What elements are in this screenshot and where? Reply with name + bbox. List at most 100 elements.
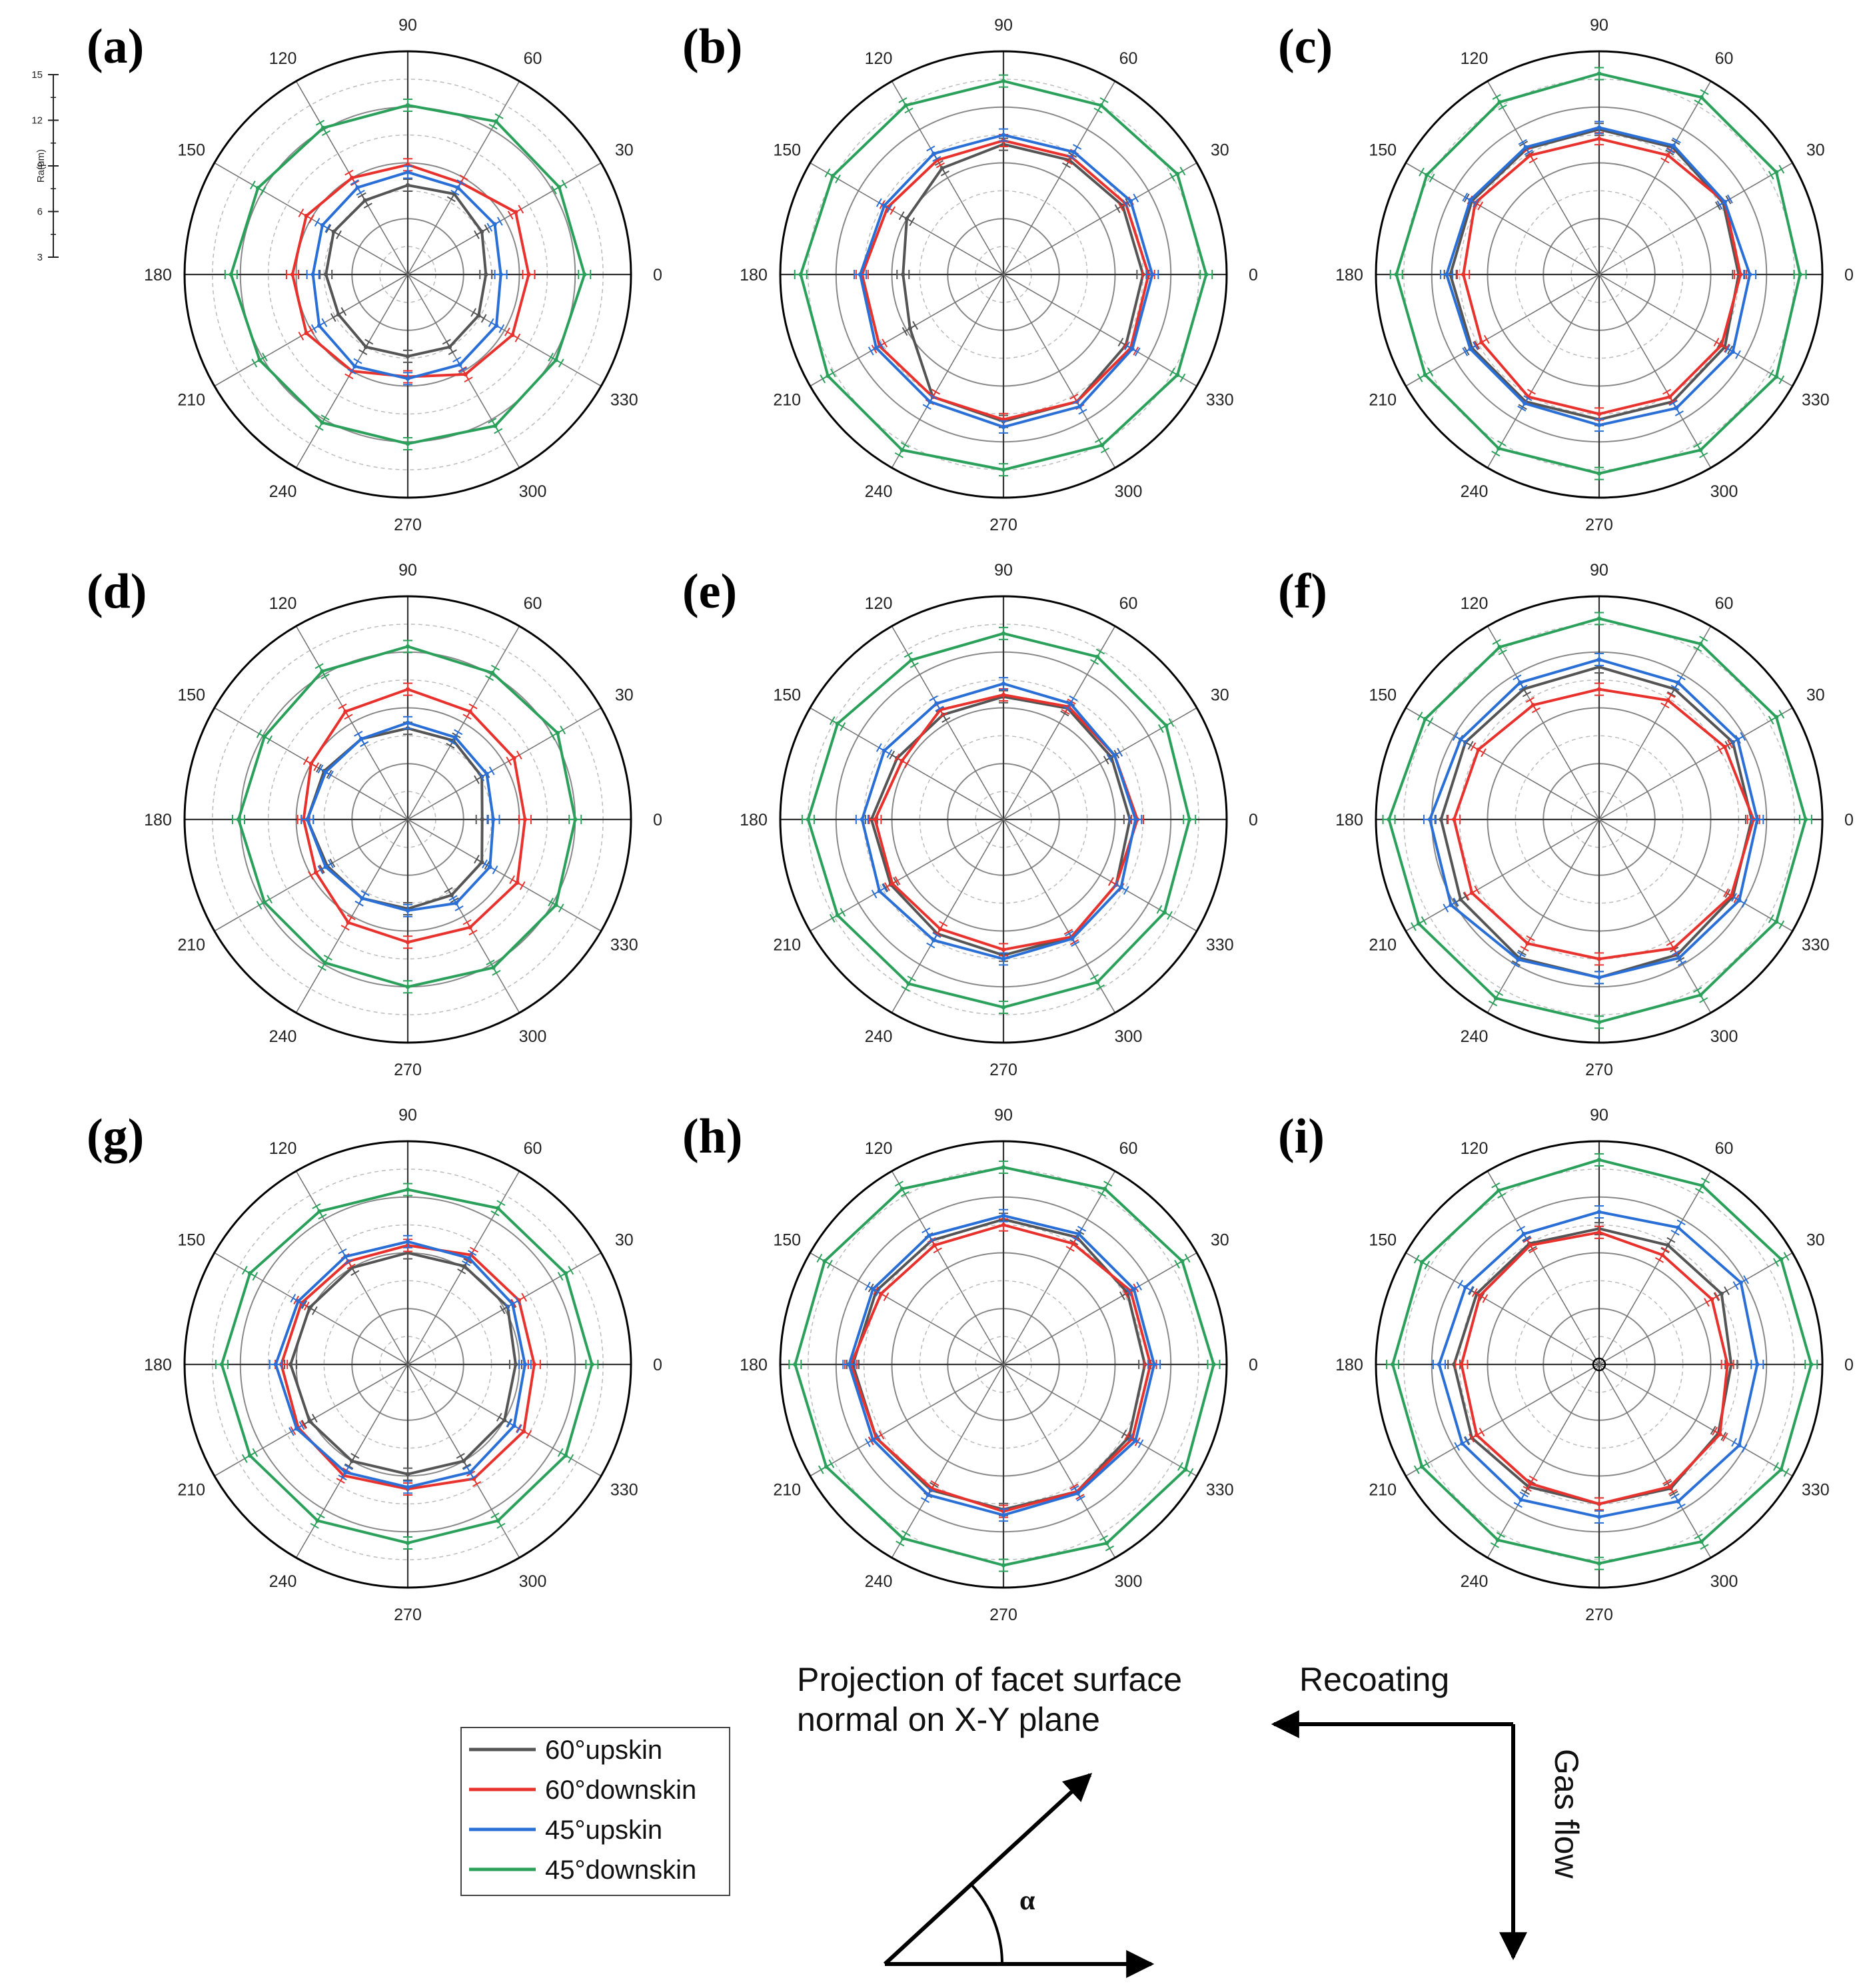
panel-label: (a) [87, 19, 144, 74]
angle-tick-label: 120 [269, 1139, 297, 1158]
angle-tick-label: 90 [1590, 561, 1608, 580]
data-point [1667, 1484, 1672, 1489]
data-point [858, 272, 863, 277]
angle-tick-label: 180 [144, 266, 172, 284]
angular-spoke [1003, 274, 1116, 468]
data-point [405, 170, 410, 175]
data-point [1459, 1362, 1464, 1367]
series-line [306, 721, 495, 912]
data-point [488, 864, 492, 869]
angle-tick-label: 60 [524, 1139, 542, 1158]
data-point [1131, 1286, 1137, 1292]
data-point [1596, 975, 1602, 980]
legend-entries: 60°upskin 60°downskin 45°upskin 45°downskin [469, 1736, 696, 1885]
angle-tick-label: 300 [1710, 1572, 1738, 1591]
data-point [462, 1264, 467, 1268]
data-point [1419, 1260, 1425, 1264]
angular-spoke [1405, 1252, 1600, 1365]
angle-tick-label: 180 [740, 266, 768, 284]
data-point [323, 864, 328, 869]
angular-spoke [1598, 81, 1712, 275]
angular-spoke [1598, 707, 1793, 820]
polar-panel-g: 0 30 60 90 120 150 180 210 240 270 300 330 (g) [87, 1106, 662, 1624]
data-point [461, 1458, 466, 1464]
data-point [405, 687, 410, 692]
data-point [1666, 698, 1670, 703]
data-point [255, 185, 261, 191]
data-point [323, 769, 328, 775]
data-point [1737, 898, 1742, 903]
data-point [476, 313, 481, 318]
legend-label: 45°upskin [545, 1815, 662, 1845]
data-point [1774, 374, 1779, 379]
radial-tick-label: 3 [37, 252, 43, 263]
angle-tick-label: 120 [865, 594, 893, 613]
angular-spoke [295, 626, 408, 820]
data-point [1075, 1491, 1080, 1496]
data-point [457, 362, 462, 367]
angle-tick-label: 150 [773, 141, 801, 160]
angle-tick-label: 210 [773, 936, 801, 955]
data-point [315, 1518, 320, 1523]
data-point [563, 1453, 568, 1458]
polar-panel-d: 0 30 60 90 120 150 180 210 240 270 300 330 (d) [87, 561, 662, 1079]
angular-spoke [1405, 1364, 1600, 1477]
data-point [362, 198, 367, 203]
data-point [1719, 1291, 1724, 1296]
angle-tick-label: 270 [394, 1061, 422, 1079]
data-point [1676, 1499, 1680, 1504]
data-point [1774, 715, 1779, 720]
data-point [1596, 687, 1602, 692]
angle-tick-label: 30 [1806, 686, 1825, 705]
data-point [466, 1256, 472, 1260]
data-point [847, 1362, 852, 1367]
angle-tick-label: 0 [653, 1356, 662, 1374]
data-point [405, 940, 410, 945]
data-point [870, 1437, 876, 1442]
angle-tick-label: 300 [1710, 482, 1738, 501]
legend-entry: 60°upskin [469, 1736, 662, 1765]
angle-tick-label: 60 [1715, 594, 1734, 613]
data-point [526, 272, 531, 277]
data-point [906, 981, 911, 986]
data-point [484, 771, 489, 776]
angle-tick-label: 270 [394, 516, 422, 534]
data-point [1180, 1258, 1185, 1264]
angle-tick-label: 0 [1249, 811, 1258, 829]
angle-tick-label: 330 [1802, 391, 1830, 410]
data-point [1516, 957, 1521, 962]
panel-label: (d) [87, 564, 147, 619]
data-point [1458, 897, 1463, 902]
data-point [498, 272, 503, 277]
data-point [1112, 753, 1117, 757]
data-point [502, 1418, 507, 1422]
angular-spoke [1003, 1364, 1116, 1558]
series-60-upskin [301, 722, 490, 915]
data-point [901, 272, 906, 277]
angle-tick-label: 30 [615, 141, 634, 160]
data-point [310, 272, 315, 277]
data-point [480, 860, 484, 865]
angle-tick-label: 60 [1119, 49, 1138, 68]
data-point [1596, 1157, 1602, 1163]
data-point [405, 1540, 410, 1546]
series-45-upskin [1440, 121, 1757, 432]
data-point [405, 644, 410, 649]
legend-label: 45°downskin [545, 1855, 696, 1885]
angle-tick-label: 90 [398, 16, 417, 35]
angle-tick-label: 30 [1806, 1231, 1825, 1250]
data-point [1719, 342, 1724, 348]
angle-tick-label: 150 [773, 1231, 801, 1250]
angle-tick-label: 270 [989, 1606, 1017, 1624]
angular-spoke [1598, 1252, 1793, 1365]
data-point [1095, 979, 1100, 985]
angular-spoke [891, 1364, 1004, 1558]
legend: 60°upskin 60°downskin 45°upskin 45°downskin [460, 1727, 730, 1896]
radial-axis-label: Ra(μm) [35, 149, 47, 183]
data-point [1596, 616, 1602, 621]
angle-tick-label: 270 [1585, 516, 1613, 534]
outer-ring [779, 50, 1228, 499]
data-point [1671, 946, 1676, 951]
data-point [1596, 657, 1602, 662]
